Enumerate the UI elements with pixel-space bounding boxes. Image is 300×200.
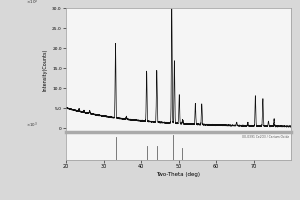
Text: $\times$10$^3$: $\times$10$^3$ xyxy=(26,121,37,130)
Text: 00-0391 Ce2O3 / Cerium Oxide: 00-0391 Ce2O3 / Cerium Oxide xyxy=(242,135,289,139)
Y-axis label: Intensity(Counts): Intensity(Counts) xyxy=(43,49,48,91)
X-axis label: Two-Theta (deg): Two-Theta (deg) xyxy=(157,172,200,177)
Text: $\times$10$^3$: $\times$10$^3$ xyxy=(26,0,38,7)
